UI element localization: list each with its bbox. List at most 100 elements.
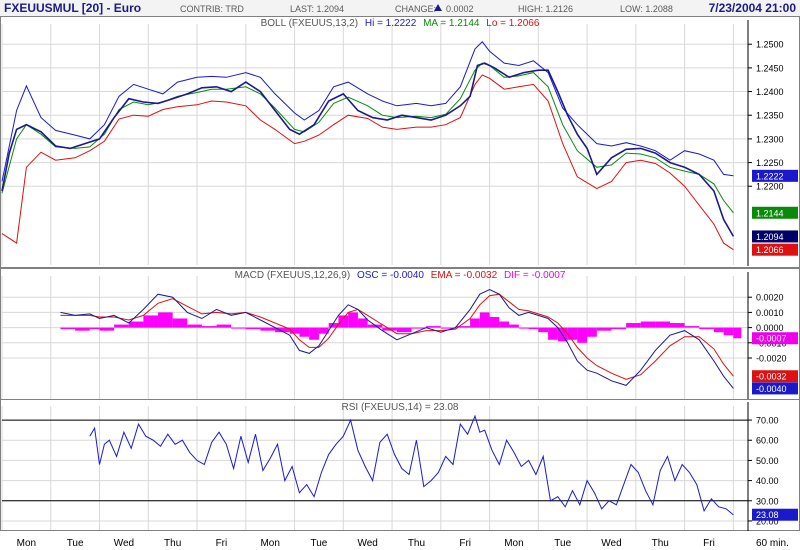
rsi-tick-label: 40.00 [756,476,779,486]
price-tick-label: 1.2250 [756,158,784,168]
macd-histogram-bar [245,327,261,330]
price-tick-label: 1.2200 [756,182,784,192]
macd-osc-text: OSC = -0.0040 [357,270,424,281]
macd-histogram-bar [528,327,539,330]
macd-histogram-bar [260,327,276,331]
price-panel-title: BOLL (FXEUUS,13,2) Hi = 1.2222 MA = 1.21… [261,18,540,29]
macd-histogram-bar [538,327,549,333]
macd-histogram-bar [216,324,232,328]
x-tick-label: Mon [504,538,523,549]
macd-histogram-bar [548,327,558,340]
price-tag-label: 1.2222 [756,171,784,181]
macd-histogram-bar [75,327,90,331]
macd-histogram-bar [275,327,290,333]
x-tick-label: Wed [357,538,377,549]
price-tick-label: 1.2350 [756,111,784,121]
macd-histogram-bar [499,321,510,328]
macd-histogram-bar [611,327,627,330]
change-label: CHANGE: [395,4,436,14]
x-axis: Mon Tue Wed Thu Fri Mon Tue Wed Thu Fri Mon Tue Wed T… [17,538,715,549]
macd-osc-line [60,289,734,389]
price-tag-box [752,206,798,219]
macd-histogram-bar [396,327,412,333]
price-tag-box [752,243,798,256]
macd-histogram-bar [309,327,319,340]
datetime-label: 7/23/2004 21:00 [709,1,797,15]
macd-histogram-bar [640,321,656,328]
macd-histogram-bar [411,327,427,329]
high-label: HIGH: 1.2126 [518,4,573,14]
symbol-label: FXEUUSMUL [20] - Euro [4,1,141,15]
rsi-panel-title: RSI (FXEUUS,14) = 23.08 [342,402,459,413]
macd-histogram-bar [733,327,742,339]
rsi-tick-label: 60.00 [756,436,779,446]
boll-hi-text: Hi = 1.2222 [365,18,417,29]
macd-series-layer [60,289,742,389]
macd-ema-text: EMA = -0.0032 [431,270,498,281]
macd-histogram-bar [348,312,358,328]
price-panel: BOLL (FXEUUS,13,2) Hi = 1.2222 MA = 1.21… [0,16,800,268]
macd-histogram-bar [596,327,612,331]
macd-tag-box [752,370,798,383]
rsi-tag-box [752,508,798,521]
macd-tag-label: -0.0007 [756,334,787,344]
rsi-tick-label: 50.00 [756,456,779,466]
macd-histogram-bar [367,324,383,328]
macd-histogram-bar [479,312,490,328]
macd-histogram-bar [187,324,202,328]
x-tick-label: Tue [310,538,327,549]
macd-histogram-bar [231,327,246,329]
x-tick-label: Fri [459,538,471,549]
price-axis: 1.2500 1.2450 1.2400 1.2350 1.2300 1.2250 1.22… [747,20,784,266]
rsi-tick-label: 70.00 [756,416,779,426]
macd-histogram-bar [128,321,144,328]
change-up-arrow-icon [434,4,442,11]
upper-band-line [1,41,734,182]
macd-histogram-bar [357,318,368,328]
interval-label: 60 min. [756,538,789,549]
rsi-panel: RSI (FXEUUS,14) = 23.08 70.00 60.00 50.00 4… [0,399,800,531]
x-tick-label: Thu [652,538,669,549]
last-label: LAST: 1.2094 [290,4,344,14]
macd-histogram-bar [567,327,578,340]
macd-panel: MACD (FXEUUS,12,26,9) OSC = -0.0040 EMA … [0,268,800,400]
rsi-tick-label: 20.00 [756,516,779,526]
x-tick-label: Thu [164,538,181,549]
macd-histogram-bar [440,327,456,329]
x-tick-label: Fri [703,538,715,549]
macd-tick-label: 0.0020 [756,293,784,303]
rsi-series-layer [2,414,748,516]
macd-histogram-bar [114,324,129,328]
macd-dif-text: DIF = -0.0007 [504,270,566,281]
price-tag-box [752,169,798,182]
rsi-tag-label: 23.08 [756,510,779,520]
change-value: 0.0002 [446,4,474,14]
macd-histogram-bar [577,327,588,343]
macd-histogram-bar [158,312,173,328]
x-tick-label: Mon [17,538,36,549]
x-tick-label: Wed [601,538,621,549]
macd-histogram-bar [587,327,597,337]
price-tick-label: 1.2450 [756,63,784,73]
macd-histogram-bar [509,324,519,328]
macd-histogram-bar [289,327,300,334]
macd-tick-label: 0.0000 [756,323,784,333]
macd-title-prefix: MACD (FXEUUS,12,26,9) [235,270,351,281]
boll-title-prefix: BOLL (FXEUUS,13,2) [261,18,358,29]
price-tick-label: 1.2400 [756,87,784,97]
macd-histogram-bar [669,323,685,328]
x-tick-label: Thu [408,538,425,549]
price-tag-label: 1.2066 [756,245,784,255]
price-panel-frame [0,16,800,268]
x-tick-label: Tue [554,538,571,549]
x-tick-label: Tue [67,538,84,549]
macd-histogram-bar [328,323,339,328]
macd-histogram-bar [89,327,100,330]
rsi-axis: 70.00 60.00 50.00 40.00 30.00 20.00 [747,402,779,531]
macd-histogram-bar [99,327,115,331]
macd-tag-box [752,332,798,345]
macd-tick-label: -0.0020 [756,354,787,364]
price-tick-label: 1.2300 [756,134,784,144]
lower-band-line [1,74,734,251]
